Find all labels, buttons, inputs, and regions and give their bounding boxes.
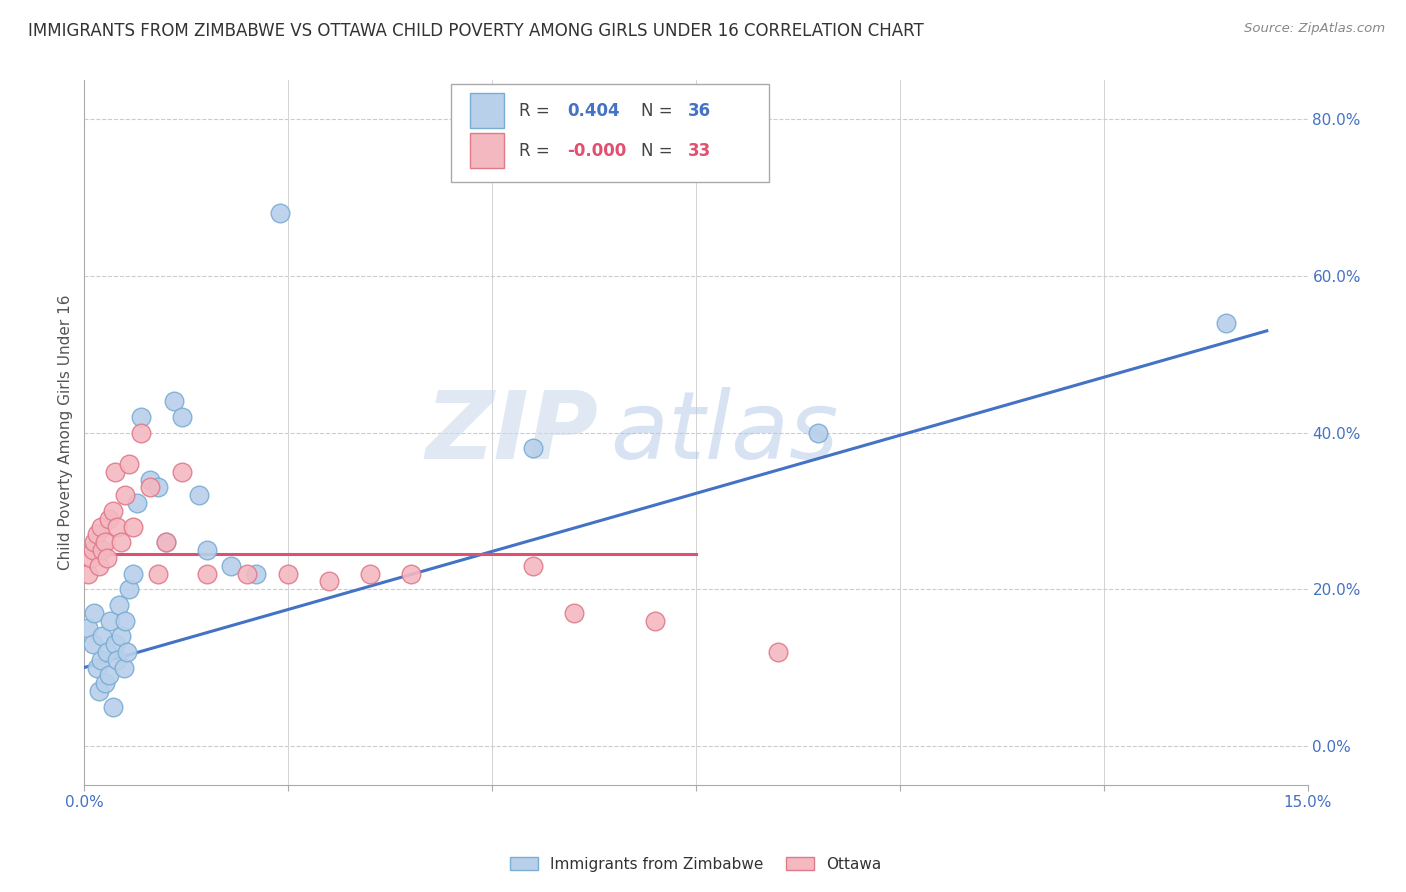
FancyBboxPatch shape (451, 84, 769, 183)
Point (105, 653, 128, 667)
Point (118, 582, 141, 597)
Point (522, 558, 544, 573)
Text: R =: R = (519, 142, 554, 160)
Point (114, 488, 136, 502)
Point (146, 480, 169, 494)
Text: 33: 33 (688, 142, 710, 160)
Bar (470, 133, 503, 169)
Point (80, 550, 103, 565)
Point (110, 629, 132, 643)
Point (93, 535, 115, 549)
Point (90, 653, 112, 667)
Text: ZIP: ZIP (425, 386, 598, 479)
Point (187, 488, 209, 502)
Point (83, 535, 105, 549)
Point (127, 496, 149, 510)
Point (277, 566, 299, 581)
Text: atlas: atlas (610, 387, 838, 478)
Point (245, 566, 267, 581)
Point (93, 676, 115, 690)
Point (97, 512, 120, 526)
Point (155, 535, 177, 549)
Point (87, 684, 110, 698)
Point (114, 614, 136, 628)
Text: R =: R = (519, 102, 554, 120)
Text: N =: N = (641, 102, 678, 120)
Point (522, 442, 544, 456)
Point (172, 409, 194, 424)
Point (163, 394, 186, 409)
Point (77, 621, 100, 635)
Point (97, 668, 120, 682)
Point (146, 566, 169, 581)
Point (172, 465, 194, 479)
Point (807, 425, 830, 440)
Point (236, 566, 259, 581)
Text: 36: 36 (688, 102, 710, 120)
Point (101, 504, 124, 518)
Point (82, 543, 104, 558)
Point (83, 606, 105, 620)
Point (91, 543, 114, 558)
Point (122, 566, 145, 581)
Point (104, 465, 127, 479)
Point (82, 637, 104, 651)
Text: Source: ZipAtlas.com: Source: ZipAtlas.com (1244, 22, 1385, 36)
Point (562, 606, 585, 620)
Point (115, 645, 138, 659)
Point (112, 660, 135, 674)
Bar (470, 93, 503, 128)
Point (118, 457, 141, 471)
Text: 0.404: 0.404 (568, 102, 620, 120)
Point (138, 480, 160, 494)
Point (100, 614, 122, 628)
Point (318, 574, 340, 589)
Point (86, 527, 108, 541)
Point (110, 535, 132, 549)
Point (359, 566, 381, 581)
Text: N =: N = (641, 142, 678, 160)
Point (399, 566, 422, 581)
Point (104, 637, 127, 651)
Point (195, 543, 218, 558)
Point (96, 550, 118, 565)
Point (86, 660, 108, 674)
Text: IMMIGRANTS FROM ZIMBABWE VS OTTAWA CHILD POVERTY AMONG GIRLS UNDER 16 CORRELATIO: IMMIGRANTS FROM ZIMBABWE VS OTTAWA CHILD… (28, 22, 924, 40)
Point (131, 409, 153, 424)
Point (766, 645, 789, 659)
Point (195, 566, 218, 581)
Point (105, 519, 128, 533)
Point (90, 519, 112, 533)
Point (96, 645, 118, 659)
Point (107, 598, 129, 612)
Point (77, 566, 100, 581)
Point (87, 558, 110, 573)
Point (155, 535, 177, 549)
Y-axis label: Child Poverty Among Girls Under 16: Child Poverty Among Girls Under 16 (58, 295, 73, 570)
Point (644, 614, 666, 628)
Point (91, 629, 114, 643)
Point (219, 558, 242, 573)
Legend: Immigrants from Zimbabwe, Ottawa: Immigrants from Zimbabwe, Ottawa (503, 849, 889, 880)
Point (122, 519, 145, 533)
Point (138, 473, 160, 487)
Point (131, 425, 153, 440)
Point (101, 699, 124, 714)
Text: -0.000: -0.000 (568, 142, 627, 160)
Point (1215, 316, 1237, 330)
Point (269, 206, 291, 220)
